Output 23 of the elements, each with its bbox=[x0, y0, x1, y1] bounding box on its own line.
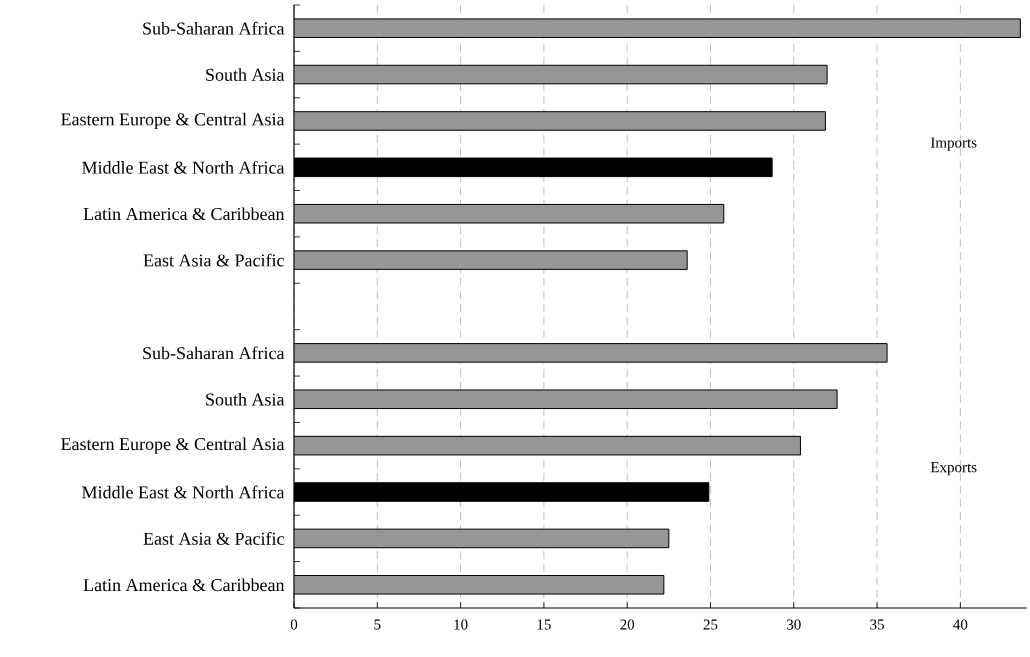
x-tick-label: 20 bbox=[620, 619, 635, 630]
y-tick-label: Sub-Saharan Africa bbox=[143, 346, 285, 360]
x-tick-label: 40 bbox=[953, 619, 968, 630]
x-tick-label: 35 bbox=[870, 619, 884, 630]
y-tick-label: Middle East & North Africa bbox=[82, 160, 285, 174]
y-tick-label: South Asia bbox=[206, 392, 285, 406]
y-tick-label: South Asia bbox=[206, 68, 285, 81]
x-tick-label: 0 bbox=[290, 619, 298, 630]
y-tick-label: East Asia & Pacific bbox=[143, 531, 284, 545]
y-tick-label: Latin America & Caribbean bbox=[83, 207, 285, 221]
y-tick-label: Latin America & Caribbean bbox=[83, 578, 285, 592]
x-tick-label: 25 bbox=[703, 619, 718, 630]
x-tick-label: 15 bbox=[537, 619, 551, 630]
y-tick-label: Sub-Saharan Africa bbox=[143, 21, 285, 35]
x-tick-label: 30 bbox=[787, 619, 801, 630]
y-tick-label: Middle East & North Africa bbox=[82, 485, 285, 499]
y-tick-label: East Asia & Pacific bbox=[143, 253, 284, 267]
x-tick-label: 10 bbox=[454, 619, 468, 630]
annotation: Exports bbox=[930, 462, 977, 476]
y-tick-label: Eastern Europe & Central Asia bbox=[61, 437, 285, 454]
y-tick-label: Eastern Europe & Central Asia bbox=[61, 112, 285, 130]
annotation: Imports bbox=[930, 137, 977, 151]
x-tick-label: 5 bbox=[374, 619, 381, 630]
